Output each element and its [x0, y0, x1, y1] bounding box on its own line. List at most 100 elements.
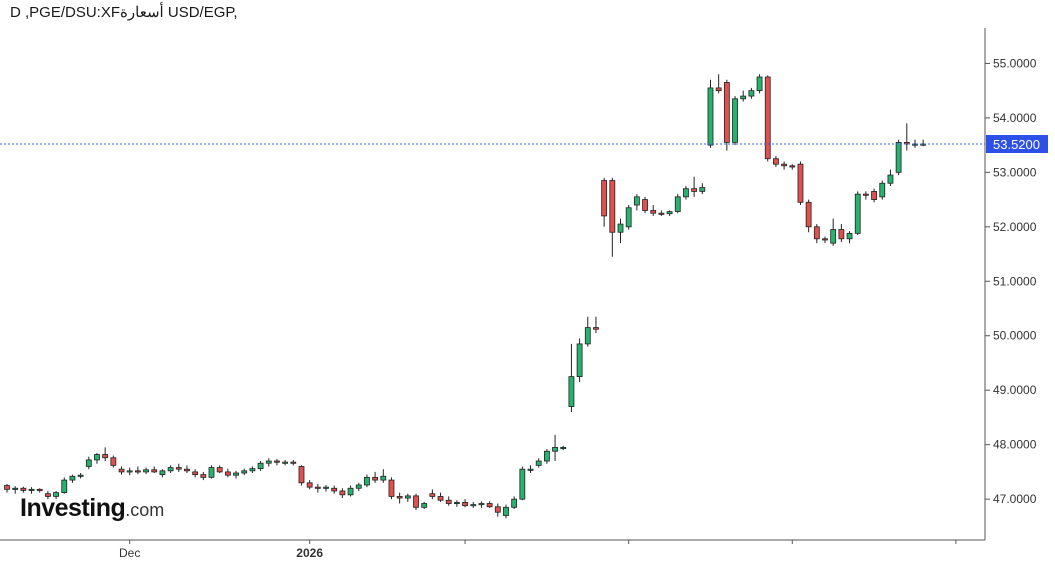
candle[interactable] — [642, 196, 648, 214]
candle[interactable] — [159, 469, 166, 478]
candle[interactable] — [364, 474, 370, 488]
candle[interactable] — [822, 236, 828, 244]
candle[interactable] — [118, 466, 125, 475]
candle[interactable] — [94, 452, 100, 464]
candle[interactable] — [298, 465, 305, 486]
candle[interactable] — [102, 447, 109, 462]
candle[interactable] — [707, 79, 714, 148]
candle[interactable] — [347, 485, 354, 497]
candle[interactable] — [85, 456, 92, 470]
candle[interactable] — [756, 74, 763, 94]
candle[interactable] — [715, 74, 722, 94]
candle[interactable] — [339, 488, 346, 499]
candle[interactable] — [175, 463, 182, 472]
candle[interactable] — [666, 210, 673, 216]
candle[interactable] — [732, 96, 738, 146]
candle[interactable] — [674, 194, 681, 214]
candle[interactable] — [257, 461, 264, 471]
candle[interactable] — [503, 504, 509, 519]
candle[interactable] — [20, 486, 27, 493]
candle[interactable] — [453, 500, 460, 507]
candle[interactable] — [838, 224, 845, 243]
candle[interactable] — [437, 492, 444, 502]
candle[interactable] — [879, 180, 886, 200]
candle[interactable] — [445, 496, 452, 506]
candle[interactable] — [920, 139, 927, 147]
candle[interactable] — [519, 466, 526, 501]
candle[interactable] — [413, 493, 419, 511]
candle[interactable] — [617, 218, 624, 244]
candle[interactable] — [470, 501, 477, 508]
candle[interactable] — [290, 459, 297, 466]
candle[interactable] — [200, 471, 207, 481]
candle[interactable] — [331, 485, 338, 494]
candle[interactable] — [396, 492, 403, 504]
candle[interactable] — [527, 465, 534, 474]
candle[interactable] — [282, 459, 289, 466]
candle[interactable] — [740, 90, 747, 102]
candle[interactable] — [887, 169, 894, 186]
candle[interactable] — [216, 465, 223, 474]
candle[interactable] — [45, 490, 51, 500]
candle[interactable] — [633, 194, 640, 211]
candle[interactable] — [658, 210, 665, 216]
candle[interactable] — [12, 486, 19, 494]
candle[interactable] — [723, 79, 730, 151]
candle[interactable] — [184, 465, 190, 474]
candle[interactable] — [854, 191, 861, 235]
candle[interactable] — [208, 465, 215, 479]
candle[interactable] — [494, 503, 501, 517]
candle[interactable] — [323, 484, 329, 492]
candle[interactable] — [372, 471, 379, 483]
candle[interactable] — [609, 177, 616, 257]
candle[interactable] — [789, 164, 796, 170]
candle[interactable] — [912, 139, 918, 148]
candle[interactable] — [813, 224, 820, 244]
candle[interactable] — [560, 445, 567, 451]
candle[interactable] — [4, 483, 10, 493]
candle[interactable] — [388, 477, 395, 500]
candle[interactable] — [699, 183, 706, 195]
candle[interactable] — [241, 468, 248, 476]
candle[interactable] — [568, 343, 575, 412]
candle[interactable] — [53, 490, 59, 500]
candle[interactable] — [126, 467, 133, 476]
candle[interactable] — [265, 458, 272, 467]
candle[interactable] — [355, 482, 362, 491]
candle[interactable] — [151, 466, 158, 474]
candle[interactable] — [830, 218, 837, 246]
candle[interactable] — [314, 483, 321, 493]
candle[interactable] — [478, 501, 485, 508]
candle[interactable] — [903, 123, 910, 151]
candle[interactable] — [306, 480, 313, 490]
candle[interactable] — [28, 487, 35, 494]
candle[interactable] — [274, 458, 280, 466]
candle[interactable] — [77, 473, 84, 479]
candle[interactable] — [143, 467, 149, 475]
candle[interactable] — [691, 176, 698, 197]
candle[interactable] — [650, 205, 657, 216]
candle[interactable] — [134, 466, 141, 475]
candle[interactable] — [895, 139, 902, 176]
candle[interactable] — [781, 161, 787, 170]
candle[interactable] — [805, 199, 812, 233]
candle[interactable] — [462, 499, 468, 508]
candle[interactable] — [429, 489, 436, 500]
candle[interactable] — [421, 501, 428, 509]
candle[interactable] — [110, 455, 117, 468]
candle[interactable] — [601, 177, 608, 227]
candle[interactable] — [748, 87, 755, 99]
candle[interactable] — [871, 188, 877, 203]
candle[interactable] — [863, 191, 869, 200]
candle[interactable] — [764, 75, 771, 162]
candle[interactable] — [593, 316, 599, 334]
candle[interactable] — [167, 465, 174, 474]
candle[interactable] — [61, 477, 68, 494]
candle[interactable] — [576, 338, 583, 383]
candle[interactable] — [69, 474, 76, 483]
candle[interactable] — [535, 458, 542, 468]
candle[interactable] — [773, 156, 779, 167]
candle[interactable] — [552, 434, 558, 462]
candle[interactable] — [36, 488, 43, 493]
candle[interactable] — [625, 205, 632, 230]
